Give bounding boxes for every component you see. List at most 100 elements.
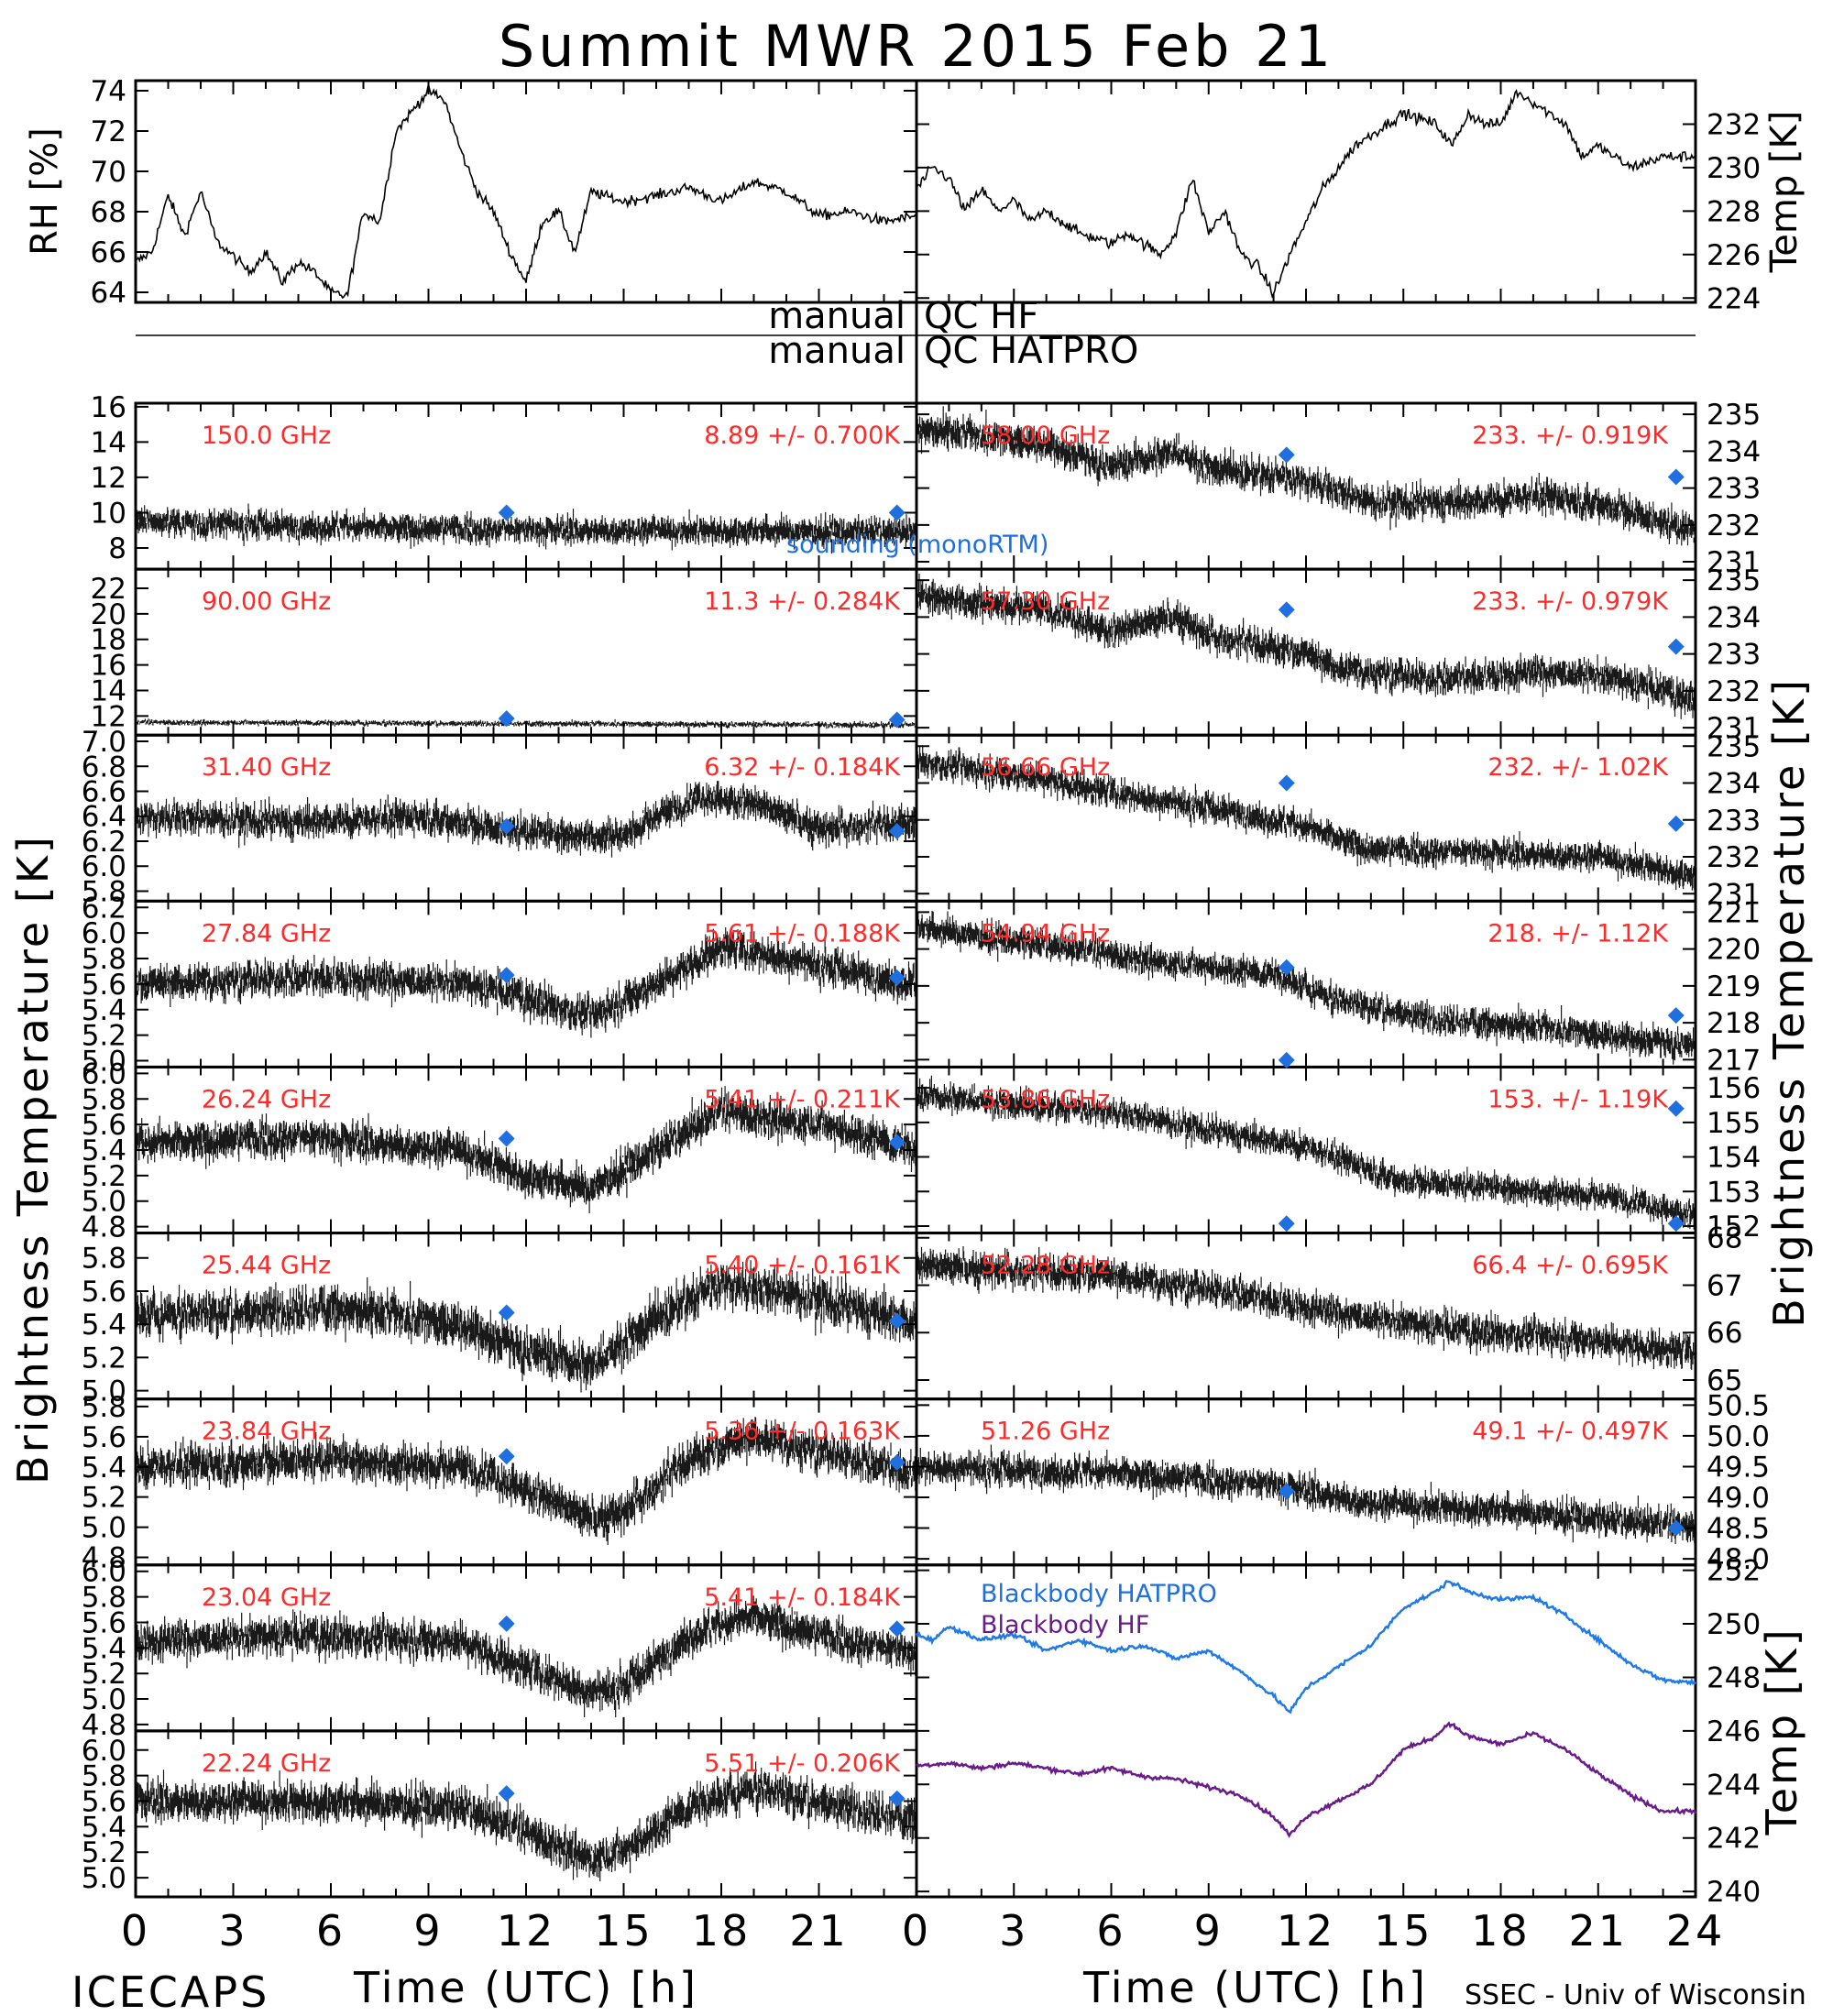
- left-panel-y-tick-label: 5.4: [82, 1632, 126, 1665]
- left-panel-x-ticks: [135, 1233, 917, 1399]
- right-panel-x-ticks: [916, 1233, 1696, 1399]
- frequency-label: 51.26 GHz: [981, 1418, 1110, 1446]
- left-panel-y-tick-label: 5.0: [82, 1045, 126, 1078]
- sounding-marker: [888, 1312, 906, 1330]
- sounding-marker: [888, 1134, 906, 1151]
- left-panel-y-tick-label: 5.6: [82, 1109, 126, 1142]
- left-panel-y-tick-label: 14: [91, 426, 126, 459]
- right-panel-y-tick-label: 231: [1707, 878, 1761, 911]
- left-panel-y-tick-label: 5.8: [82, 1582, 126, 1615]
- left-panel-y-tick-label: 5.6: [82, 1421, 126, 1454]
- stats-label: 5.61 +/- 0.188K: [704, 919, 901, 948]
- right-panel-y-tick-label: 231: [1707, 712, 1761, 745]
- right-panel-y-tick-label: 219: [1707, 970, 1761, 1003]
- right-panel-y-tick-label: 66: [1707, 1317, 1742, 1350]
- left-panel-y-tick-label: 12: [91, 700, 126, 733]
- left-panel-y-tick-label: 10: [91, 497, 126, 530]
- left-panel-x-ticks: [135, 569, 917, 736]
- sounding-marker: [1667, 1100, 1685, 1117]
- left-panel-y-tick-label: 5.2: [82, 1836, 126, 1869]
- frequency-label: 90.00 GHz: [202, 587, 331, 616]
- frequency-label: 27.84 GHz: [202, 919, 331, 948]
- left-panel-y-tick-label: 4.8: [82, 1542, 126, 1575]
- stats-label: 5.41 +/- 0.184K: [704, 1583, 901, 1612]
- frequency-label: 150.0 GHz: [202, 422, 331, 450]
- left-panel-y-tick-label: 5.6: [82, 1786, 126, 1819]
- brightness-trace: [135, 927, 917, 1038]
- left-panel-y-tick-label: 5.0: [82, 1375, 126, 1408]
- brightness-trace: [916, 911, 1696, 1065]
- blackbody-panel-y-ticks: [916, 1569, 1696, 1893]
- left-panel-y-tick-label: 6.2: [82, 826, 126, 859]
- temp-panel-y-tick-label: 230: [1707, 152, 1761, 185]
- right-panel-y-tick-label: 231: [1707, 546, 1761, 579]
- qc-hatpro-left-label: manual: [768, 330, 906, 372]
- blackbody-hf-line: [916, 1721, 1697, 1838]
- sounding-marker: [888, 1790, 906, 1807]
- sounding-marker: [498, 967, 515, 984]
- left-panel-y-tick-label: 6.0: [82, 917, 126, 950]
- left-panel-y-tick-label: 18: [91, 624, 126, 657]
- brightness-trace: [135, 1417, 917, 1545]
- right-panel-y-tick-label: 156: [1707, 1072, 1761, 1105]
- right-panel-y-tick-label: 232: [1707, 841, 1761, 874]
- brightness-trace: [135, 718, 917, 729]
- stats-label: 232. +/- 1.02K: [1487, 753, 1669, 782]
- sounding-marker: [1278, 1051, 1295, 1068]
- right-panel-y-tick-label: 67: [1707, 1269, 1742, 1302]
- frequency-label: 23.84 GHz: [202, 1418, 331, 1446]
- stats-label: 49.1 +/- 0.497K: [1472, 1418, 1669, 1446]
- rh-panel-y-tick-label: 68: [91, 196, 126, 229]
- stats-label: 5.51 +/- 0.206K: [704, 1749, 901, 1778]
- right-panel-y-tick-label: 235: [1707, 564, 1761, 597]
- stats-label: 8.89 +/- 0.700K: [704, 422, 901, 450]
- right-x-tick-label: 3: [999, 1906, 1028, 1956]
- right-x-tick-label: 15: [1374, 1906, 1433, 1956]
- brightness-trace: [916, 745, 1696, 891]
- sounding-marker: [498, 1785, 515, 1802]
- right-x-tick-label: 24: [1666, 1906, 1726, 1956]
- right-panel-y-tick-label: 232: [1707, 509, 1761, 542]
- left-panel-y-tick-label: 5.4: [82, 1134, 126, 1167]
- left-x-tick-label: 15: [594, 1906, 653, 1956]
- right-panel-y-tick-label: 50.5: [1707, 1389, 1770, 1422]
- stats-label: 5.36 +/- 0.163K: [704, 1418, 901, 1446]
- blackbody-x-ticks: [916, 1564, 1696, 1897]
- sounding-marker: [1278, 774, 1295, 792]
- frequency-label: 57.30 GHz: [981, 587, 1110, 616]
- right-panel-y-tick-label: 220: [1707, 934, 1761, 967]
- frequency-label: 54.94 GHz: [981, 919, 1110, 948]
- right-panel-y-tick-label: 234: [1707, 601, 1761, 634]
- right-x-tick-label: 0: [902, 1906, 931, 1956]
- stats-label: 5.41 +/- 0.211K: [704, 1085, 901, 1113]
- right-panel-y-tick-label: 234: [1707, 435, 1761, 468]
- rh-line: [136, 84, 917, 300]
- blackbody-panel-y-tick-label: 242: [1707, 1823, 1761, 1856]
- temp-panel-y-tick-label: 228: [1707, 195, 1761, 228]
- sounding-marker: [1278, 959, 1295, 976]
- right-panel-y-tick-label: 49.5: [1707, 1451, 1770, 1484]
- left-panel-y-tick-label: 5.0: [82, 1683, 126, 1716]
- sounding-marker: [1667, 468, 1685, 486]
- right-panel-y-tick-label: 233: [1707, 639, 1761, 672]
- sounding-marker: [1278, 601, 1295, 619]
- frequency-label: 58.00 GHz: [981, 422, 1110, 450]
- stats-label: 5.40 +/- 0.161K: [704, 1252, 901, 1280]
- left-x-tick-label: 12: [497, 1906, 556, 1956]
- left-panel-y-tick-label: 6.4: [82, 801, 126, 834]
- temp-panel-y-tick-label: 232: [1707, 108, 1761, 141]
- right-x-tick-label: 9: [1194, 1906, 1224, 1956]
- left-x-tick-label: 0: [121, 1906, 150, 1956]
- left-panel-y-tick-label: 6.2: [82, 892, 126, 925]
- frequency-label: 56.66 GHz: [981, 753, 1110, 782]
- temp-x-ticks: [916, 81, 1696, 302]
- rh-panel-y-ticks: [136, 90, 916, 293]
- left-panel-y-tick-label: 5.4: [82, 1452, 126, 1485]
- left-panel-y-tick-label: 14: [91, 674, 126, 707]
- frequency-label: 23.04 GHz: [202, 1583, 331, 1612]
- left-panel-x-ticks: [135, 1730, 917, 1897]
- right-panel-y-tick-label: 152: [1707, 1211, 1761, 1244]
- frequency-label: 25.44 GHz: [202, 1252, 331, 1280]
